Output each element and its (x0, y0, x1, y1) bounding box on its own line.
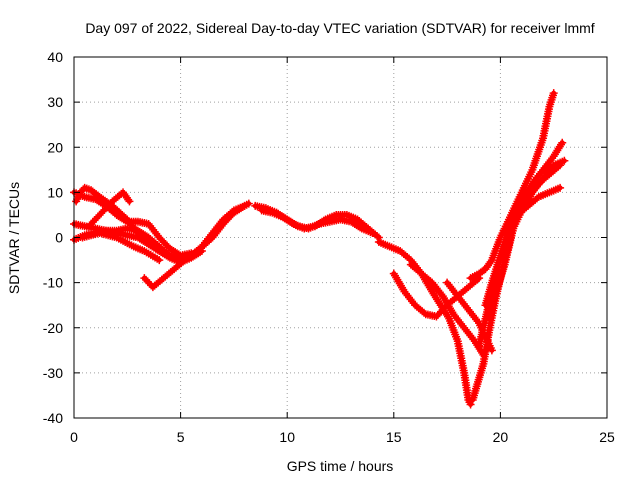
x-tick-label: 15 (386, 429, 402, 445)
plot-frame (73, 56, 608, 419)
data-series-arc-6 (78, 228, 164, 265)
x-axis-label: GPS time / hours (287, 458, 394, 474)
y-tick-label: -10 (43, 275, 63, 291)
data-series-arc-18 (481, 161, 565, 310)
x-tick-label: 20 (493, 429, 509, 445)
x-tick-label: 10 (279, 429, 295, 445)
data-series-arc-9 (257, 206, 383, 242)
x-tick-label: 0 (70, 429, 78, 445)
series-markers (257, 206, 383, 242)
y-tick-label: 20 (47, 139, 63, 155)
axis-ticks: 0 5 10 15 20 25 -40 -30 -20 -10 0 10 20 30 40 (43, 49, 615, 445)
y-axis-label: SDTVAR / TECUs (6, 182, 22, 294)
y-tick-label: -40 (43, 410, 63, 426)
series-markers (466, 89, 558, 283)
y-tick-label: 10 (47, 184, 63, 200)
series-markers (481, 161, 565, 310)
series-markers (87, 188, 134, 228)
series-markers (140, 201, 249, 292)
x-tick-label: 25 (599, 429, 615, 445)
data-series-arc-14 (466, 89, 558, 283)
data-series-arc-10 (374, 238, 475, 409)
y-tick-label: 40 (47, 49, 63, 65)
y-tick-label: 30 (47, 94, 63, 110)
plot-area (70, 89, 569, 409)
y-tick-label: -30 (43, 365, 63, 381)
grid (74, 57, 607, 418)
y-tick-label: -20 (43, 320, 63, 336)
chart-title: Day 097 of 2022, Sidereal Day-to-day VTE… (85, 20, 594, 36)
data-series-arc-7 (140, 201, 249, 292)
series-line (376, 239, 474, 407)
series-markers (78, 228, 164, 265)
y-tick-label: 0 (55, 230, 63, 246)
data-series-arc-5 (87, 188, 134, 228)
x-tick-label: 5 (177, 429, 185, 445)
